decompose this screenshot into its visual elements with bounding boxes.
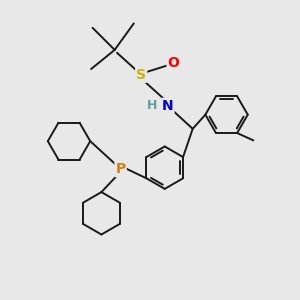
Text: S: S [136,68,146,82]
Text: O: O [168,56,179,70]
Text: P: P [116,162,126,176]
Text: N: N [162,99,173,113]
Text: H: H [147,99,158,112]
